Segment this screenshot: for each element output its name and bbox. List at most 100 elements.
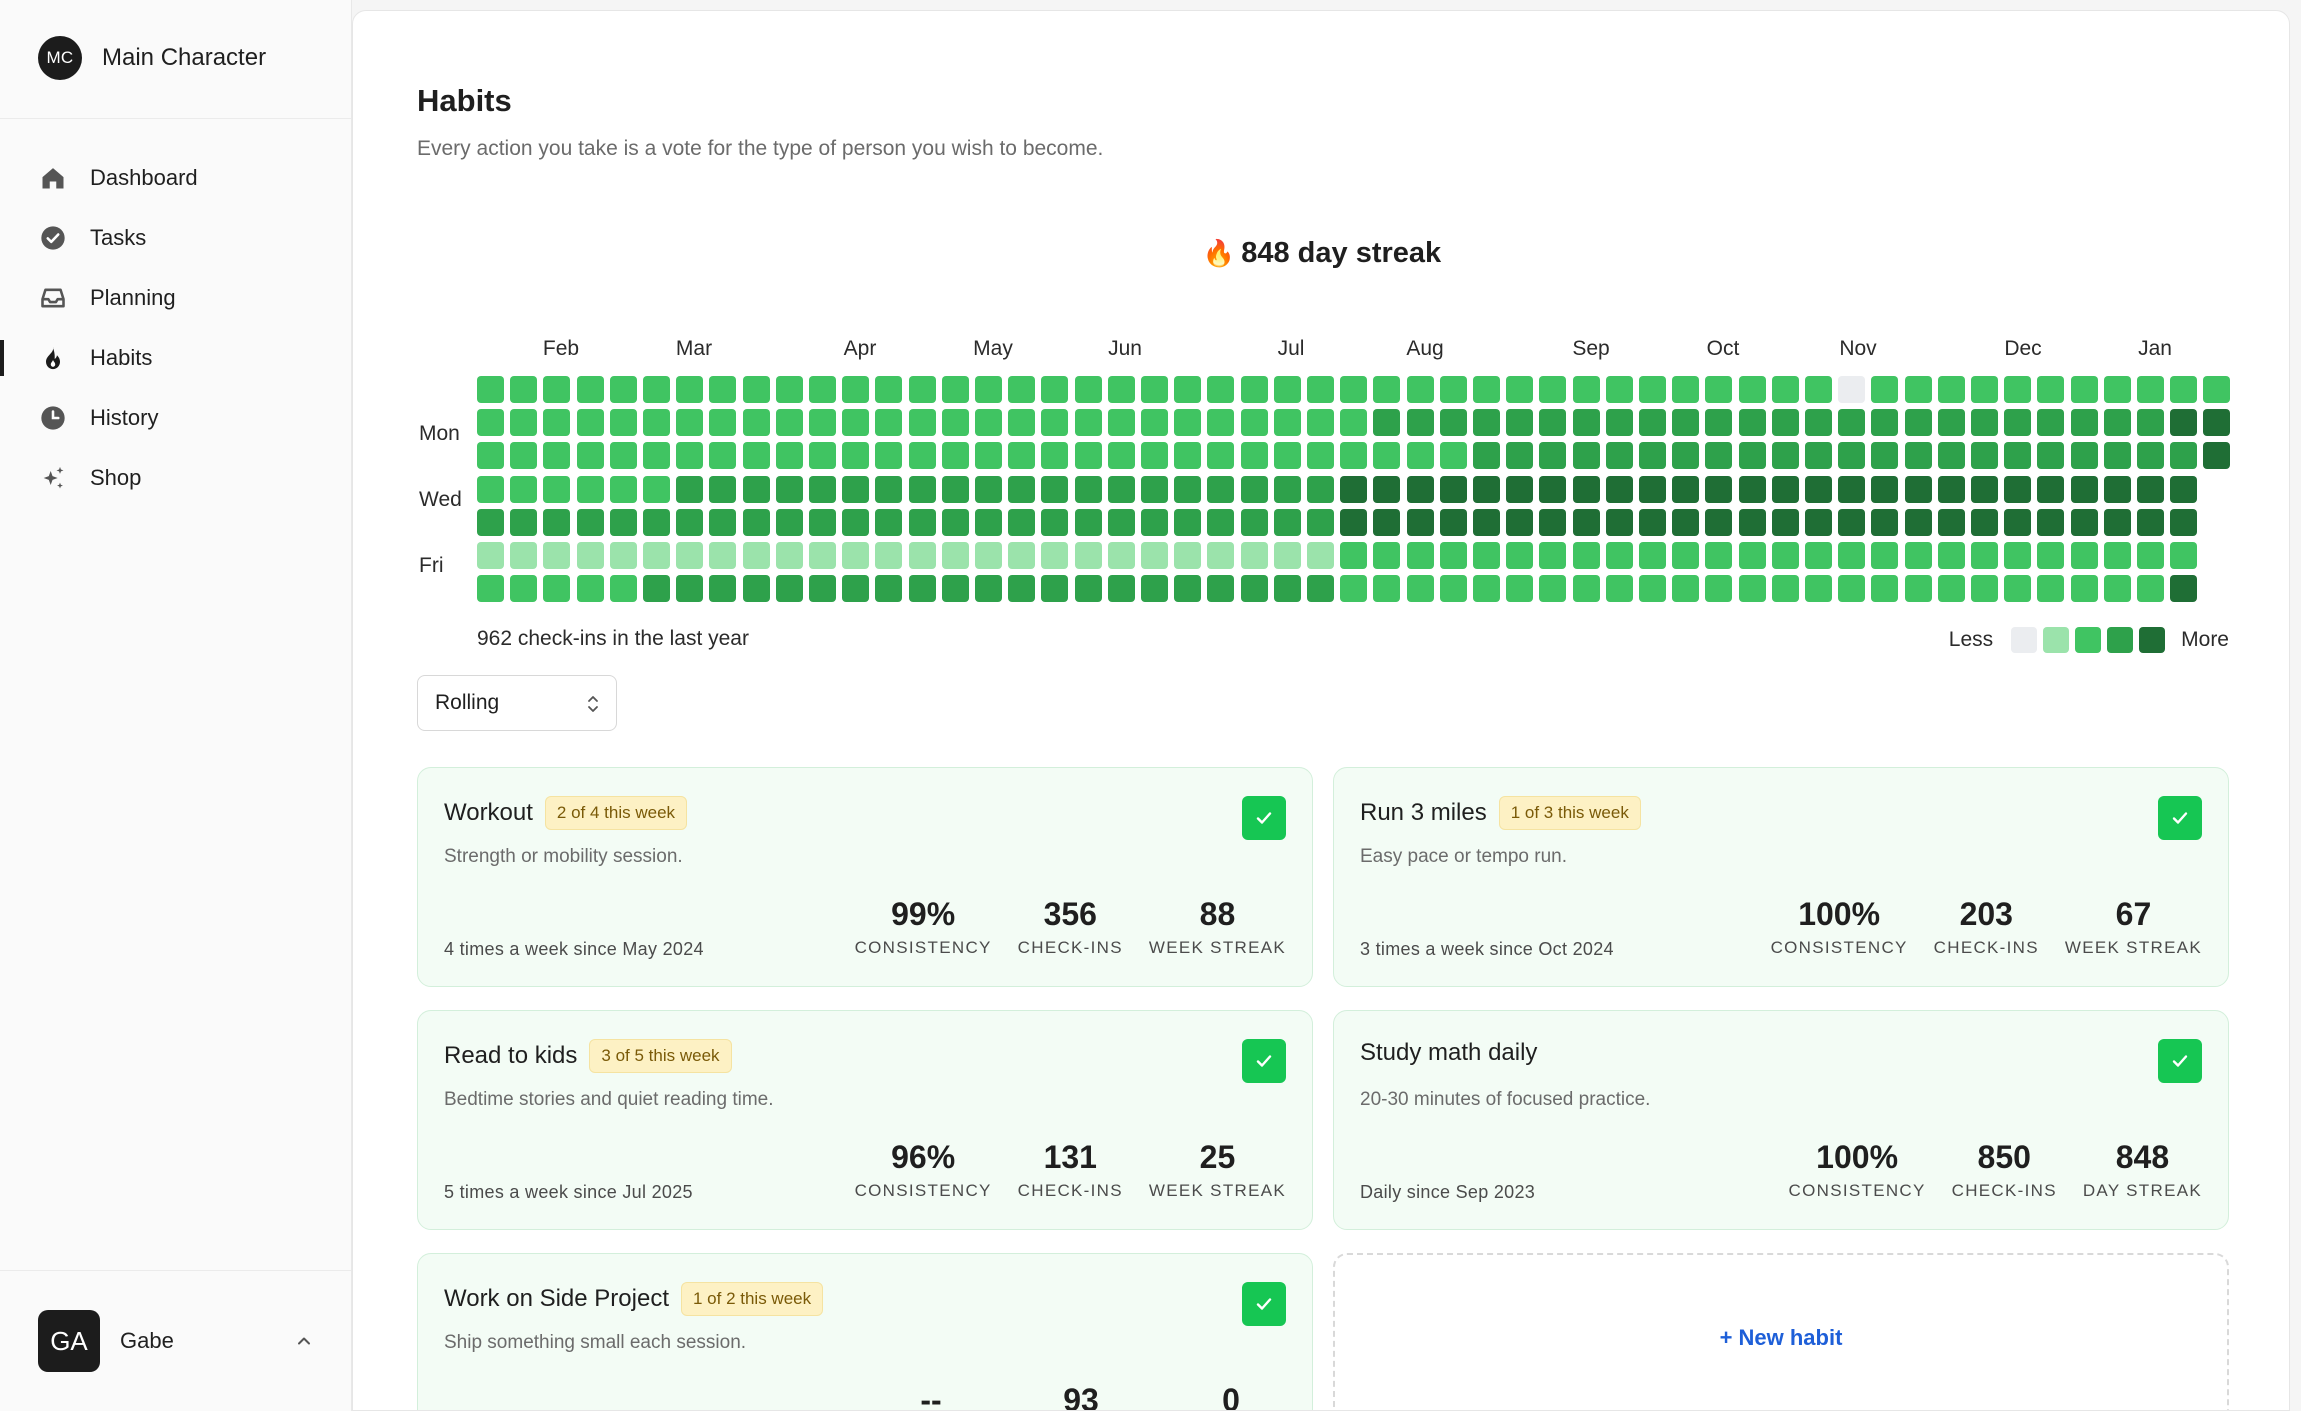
heatmap-cell [809, 442, 836, 470]
heatmap-cell [1506, 409, 1534, 437]
weekly-progress-badge: 3 of 5 this week [589, 1039, 732, 1073]
heatmap-cell [975, 442, 1002, 470]
sidebar-item-habits[interactable]: Habits [0, 328, 352, 388]
heatmap-cell [1805, 409, 1832, 437]
heatmap-cell [1871, 542, 1899, 569]
heatmap-cell [1307, 475, 1334, 503]
heatmap-cell [1506, 475, 1534, 503]
new-habit-button[interactable]: + New habit [1333, 1253, 2229, 1410]
habit-card-read-to-kids[interactable]: Read to kids 3 of 5 this week Bedtime st… [417, 1010, 1313, 1230]
day-label: Wed [419, 488, 462, 511]
habit-checkbox[interactable] [2158, 1039, 2202, 1083]
heatmap-cell [1240, 542, 1268, 569]
heatmap-cell [2103, 542, 2131, 569]
heatmap-cell [1672, 442, 1700, 470]
heatmap-cell [1805, 542, 1832, 569]
heatmap-cell [609, 508, 637, 536]
heatmap-cell [1871, 475, 1899, 503]
heatmap-cell [609, 442, 637, 470]
heatmap-cell [809, 475, 836, 503]
sidebar-item-label: Dashboard [90, 165, 198, 190]
heatmap-cell [1273, 409, 1301, 437]
heatmap-cell [1871, 442, 1899, 470]
heatmap-cell [1506, 376, 1534, 403]
heatmap-cell [1307, 542, 1334, 569]
heatmap-cell [1838, 409, 1866, 437]
habit-card-run[interactable]: Run 3 miles 1 of 3 this week Easy pace o… [1333, 767, 2229, 987]
heatmap-cell [1705, 575, 1733, 603]
habit-title: Study math daily [1360, 1039, 1538, 1066]
heatmap-cell [941, 508, 969, 536]
heatmap-cell [1771, 442, 1799, 470]
sidebar-item-planning[interactable]: Planning [0, 268, 352, 328]
stat-checkins: 93 [1026, 1382, 1136, 1410]
habit-checkbox[interactable] [1242, 1039, 1286, 1083]
heatmap-cell [1672, 508, 1700, 536]
habit-checkbox[interactable] [1242, 1282, 1286, 1326]
heatmap-cell [941, 575, 969, 603]
brand[interactable]: MC Main Character [38, 36, 266, 80]
heatmap-cell [1639, 409, 1666, 437]
sidebar-item-tasks[interactable]: Tasks [0, 208, 352, 268]
heatmap-cell [1074, 475, 1102, 503]
heatmap-cell [908, 575, 936, 603]
heatmap-cell [709, 376, 737, 403]
heatmap-cell [2070, 409, 2098, 437]
heatmap-cell [709, 508, 737, 536]
habit-checkbox[interactable] [2158, 796, 2202, 840]
heatmap-cell [1705, 376, 1733, 403]
heatmap-cell [742, 442, 770, 470]
heatmap-cell [1838, 442, 1866, 470]
heatmap-cell [1240, 575, 1268, 603]
sidebar-item-shop[interactable]: Shop [0, 448, 352, 508]
habit-card-workout[interactable]: Workout 2 of 4 this week Strength or mob… [417, 767, 1313, 987]
heatmap-cell [1373, 508, 1401, 536]
heatmap-cell [1705, 442, 1733, 470]
heatmap-cell [477, 508, 504, 536]
heatmap-cell [975, 475, 1002, 503]
heatmap-cell [2170, 442, 2198, 470]
heatmap-cell [1207, 409, 1235, 437]
month-label: Jan [2138, 337, 2172, 360]
habit-checkbox[interactable] [1242, 796, 1286, 840]
sidebar-item-history[interactable]: History [0, 388, 352, 448]
heatmap-cell [775, 508, 803, 536]
heatmap-cell [1406, 376, 1434, 403]
weekly-progress-badge: 2 of 4 this week [544, 796, 688, 830]
heatmap-cell [1672, 475, 1700, 503]
weekly-progress-badge: 1 of 2 this week [681, 1282, 824, 1316]
user-menu[interactable]: GA Gabe [38, 1310, 314, 1372]
heatmap-cell [1705, 508, 1733, 536]
heatmap-cell [576, 575, 604, 603]
heatmap-cell [941, 376, 969, 403]
heatmap-cell [2037, 475, 2065, 503]
heatmap-cell [941, 475, 969, 503]
view-mode-select[interactable]: Rolling [417, 675, 617, 731]
heatmap-cell [1506, 442, 1534, 470]
habit-card-side-project[interactable]: Work on Side Project 1 of 2 this week Sh… [417, 1253, 1313, 1410]
habit-card-study-math[interactable]: Study math daily 20-30 minutes of focuse… [1333, 1010, 2229, 1230]
month-label: Oct [1706, 337, 1740, 360]
heatmap-cell [775, 376, 803, 403]
sidebar-divider [0, 1270, 351, 1271]
heatmap-cell [576, 442, 604, 470]
heatmap-cell [2103, 575, 2131, 603]
sidebar-item-dashboard[interactable]: Dashboard [0, 148, 352, 208]
heatmap-cell [1605, 508, 1633, 536]
heatmap-cell [1572, 542, 1600, 569]
heatmap-cell [1838, 475, 1866, 503]
heatmap-cell [1240, 475, 1268, 503]
heatmap-cell [643, 475, 670, 503]
heatmap-cell [941, 409, 969, 437]
heatmap-cell [809, 508, 836, 536]
heatmap-cell [1738, 575, 1766, 603]
month-label: Feb [542, 337, 580, 360]
heatmap-cell [1240, 409, 1268, 437]
heatmap-cell [1539, 376, 1567, 403]
heatmap-cell [1373, 409, 1401, 437]
stat-streak: 67 WEEK STREAK [2065, 896, 2202, 958]
heatmap-cell [1174, 475, 1202, 503]
heatmap-cell [1207, 508, 1235, 536]
heatmap-cell [908, 475, 936, 503]
streak-text: 848 day streak [1241, 237, 1442, 269]
